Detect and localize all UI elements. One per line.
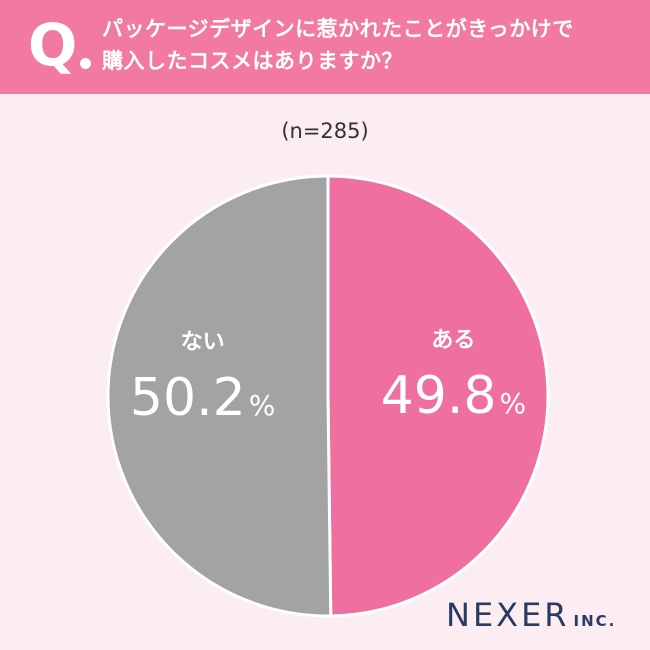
slice-category-label: ない <box>181 330 225 355</box>
pie-label-0: ある 49.8% <box>381 328 526 426</box>
pie-label-1: ない 50.2% <box>130 330 275 428</box>
pie-slice-0 <box>326 174 550 618</box>
sample-size-label: (n=285) <box>281 119 369 143</box>
slice-value-label: 49.8% <box>381 366 526 426</box>
logo-main: NEXER <box>446 596 570 634</box>
question-header: Q パッケージデザインに惹かれたことがきっかけで 購入したコスメはありますか？ <box>0 0 650 94</box>
q-dot <box>80 58 91 69</box>
slice-value-label: 50.2% <box>130 368 275 428</box>
slice-category-label: ある <box>431 328 475 353</box>
question-text: パッケージデザインに惹かれたことがきっかけで 購入したコスメはありますか？ <box>102 13 642 77</box>
q-mark: Q <box>28 11 78 79</box>
pie-slice-1 <box>106 174 333 618</box>
nexer-logo: NEXER INC. <box>446 596 616 634</box>
question-line-1: パッケージデザインに惹かれたことがきっかけで <box>102 17 574 41</box>
question-line-2: 購入したコスメはありますか？ <box>102 49 403 73</box>
logo-suffix: INC. <box>573 612 617 630</box>
